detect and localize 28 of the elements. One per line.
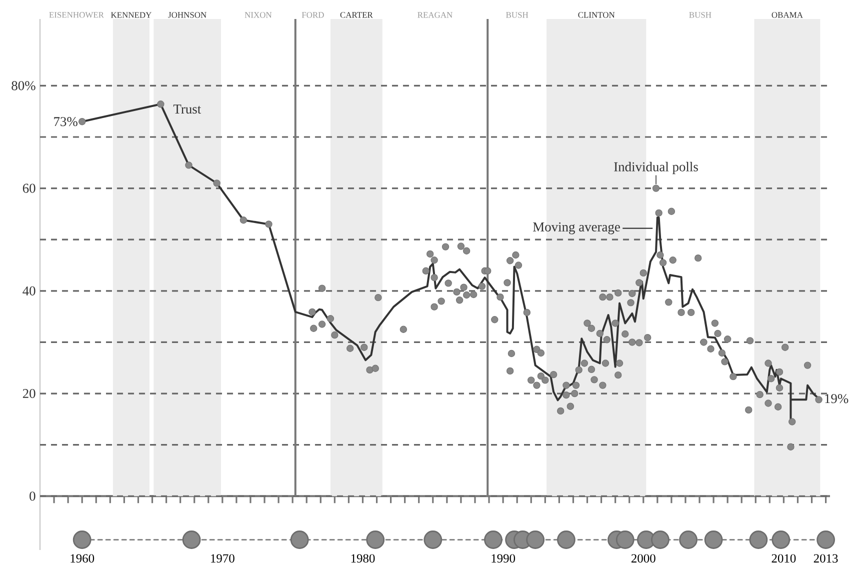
y-tick-label: 40: [22, 286, 36, 296]
band-label: OBAMA: [772, 12, 803, 18]
series-label: Trust: [173, 104, 202, 114]
x-tick-label: 1960: [70, 554, 94, 563]
text: FORD: [302, 12, 324, 18]
band-label: JOHNSON: [168, 12, 206, 18]
data-label: 73%: [54, 117, 78, 126]
text: NIXON: [244, 12, 272, 18]
y-tick-label: 0: [30, 492, 36, 501]
y-tick-label: 80%: [12, 81, 36, 90]
x-tick-label: 2010: [772, 554, 796, 563]
x-tick-label: 1990: [492, 554, 516, 563]
band-label: CARTER: [340, 12, 373, 18]
y-tick-label: 20: [22, 388, 36, 398]
text: REAGAN: [418, 12, 452, 18]
x-tick-label: 1980: [351, 554, 375, 563]
annotation: Moving average: [533, 222, 620, 234]
text: BUSH: [506, 12, 528, 18]
y-tick-label: 60: [22, 184, 36, 193]
text: BUSH: [689, 12, 712, 18]
band-label: KENNEDY: [110, 12, 152, 18]
band-label: CLINTON: [578, 12, 615, 18]
data-label: 19%: [825, 394, 848, 404]
text: EISENHOWER: [49, 12, 104, 18]
x-tick-label: 2000: [631, 554, 656, 563]
x-tick-label: 2013: [814, 554, 838, 563]
x-tick-label: 1970: [211, 554, 234, 563]
annotation: Individual polls: [614, 162, 698, 174]
